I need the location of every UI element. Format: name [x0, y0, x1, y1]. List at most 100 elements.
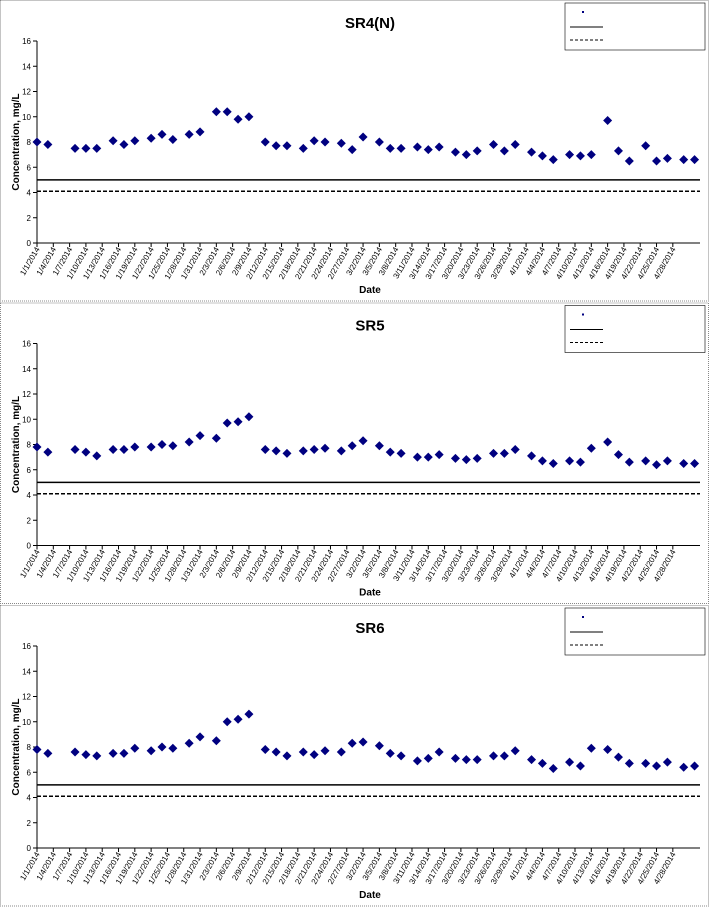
data-point [130, 442, 140, 452]
data-point [81, 447, 91, 457]
data-point [641, 758, 651, 768]
data-point [92, 143, 102, 153]
data-point [472, 146, 482, 156]
y-tick-label: 0 [27, 844, 32, 853]
x-axis-label: Date [359, 890, 381, 901]
data-point [423, 452, 433, 462]
data-point [260, 137, 270, 147]
data-point [652, 761, 662, 771]
data-point [396, 448, 406, 458]
y-tick-label: 14 [22, 62, 31, 71]
data-point [575, 457, 585, 467]
y-tick-label: 2 [27, 516, 32, 525]
data-point [222, 107, 232, 117]
data-point [211, 107, 221, 117]
data-point [244, 112, 254, 122]
data-point [603, 437, 613, 447]
data-point [271, 141, 281, 151]
data-point [499, 146, 509, 156]
data-point [195, 732, 205, 742]
x-axis-label: Date [359, 588, 381, 599]
data-point [70, 747, 80, 757]
data-point [309, 750, 319, 760]
y-tick-label: 10 [22, 718, 31, 727]
y-tick-label: 4 [27, 491, 32, 500]
data-point [537, 758, 547, 768]
data-point [690, 761, 700, 771]
data-point [652, 460, 662, 470]
y-tick-label: 12 [22, 88, 31, 97]
data-point [603, 745, 613, 755]
data-point [385, 748, 395, 758]
data-point [119, 140, 129, 150]
data-point [211, 736, 221, 746]
data-point [537, 456, 547, 466]
data-point [679, 155, 689, 165]
data-point [184, 129, 194, 139]
data-point [336, 138, 346, 148]
legend-marker [582, 11, 584, 13]
data-point [320, 137, 330, 147]
data-point [679, 458, 689, 468]
data-point [434, 450, 444, 460]
data-point [624, 156, 634, 166]
data-point [537, 151, 547, 161]
data-point [662, 153, 672, 163]
data-point [461, 755, 471, 765]
data-point [260, 745, 270, 755]
y-tick-label: 8 [27, 743, 32, 752]
data-point [613, 450, 623, 460]
data-point [211, 433, 221, 443]
data-point [298, 446, 308, 456]
y-tick-label: 10 [22, 113, 31, 122]
data-point [690, 458, 700, 468]
y-tick-label: 4 [27, 794, 32, 803]
data-point [565, 456, 575, 466]
data-point [32, 442, 42, 452]
data-point [309, 445, 319, 455]
y-tick-label: 6 [27, 768, 32, 777]
data-point [586, 743, 596, 753]
data-point [613, 752, 623, 762]
data-point [499, 448, 509, 458]
data-point [527, 755, 537, 765]
y-tick-label: 16 [22, 340, 31, 349]
data-point [282, 448, 292, 458]
y-tick-label: 10 [22, 415, 31, 424]
data-point [92, 751, 102, 761]
data-point [108, 136, 118, 146]
data-point [662, 757, 672, 767]
data-point [624, 457, 634, 467]
y-tick-label: 2 [27, 214, 32, 223]
data-point [146, 133, 156, 143]
data-point [320, 443, 330, 453]
data-point [358, 436, 368, 446]
data-point [119, 445, 129, 455]
data-point [548, 763, 558, 773]
data-point [168, 743, 178, 753]
data-point [374, 741, 384, 751]
data-point [347, 738, 357, 748]
data-point [244, 709, 254, 719]
legend-marker [582, 616, 584, 618]
data-point [374, 441, 384, 451]
data-point [233, 417, 243, 427]
data-point [450, 453, 460, 463]
data-point [423, 145, 433, 155]
data-point [662, 456, 672, 466]
y-tick-label: 8 [27, 138, 32, 147]
x-axis-label: Date [359, 285, 381, 296]
data-point [157, 440, 167, 449]
data-point [396, 751, 406, 761]
y-tick-label: 16 [22, 37, 31, 46]
data-point [385, 447, 395, 457]
data-point [586, 150, 596, 160]
chart-panel: SR4(N) Concentration, mg/L Date 0 2 4 6 8 10 12 14… [0, 0, 709, 302]
data-point [320, 746, 330, 756]
data-point [548, 458, 558, 468]
data-point [679, 762, 689, 772]
data-point [146, 746, 156, 756]
data-point [412, 142, 422, 152]
